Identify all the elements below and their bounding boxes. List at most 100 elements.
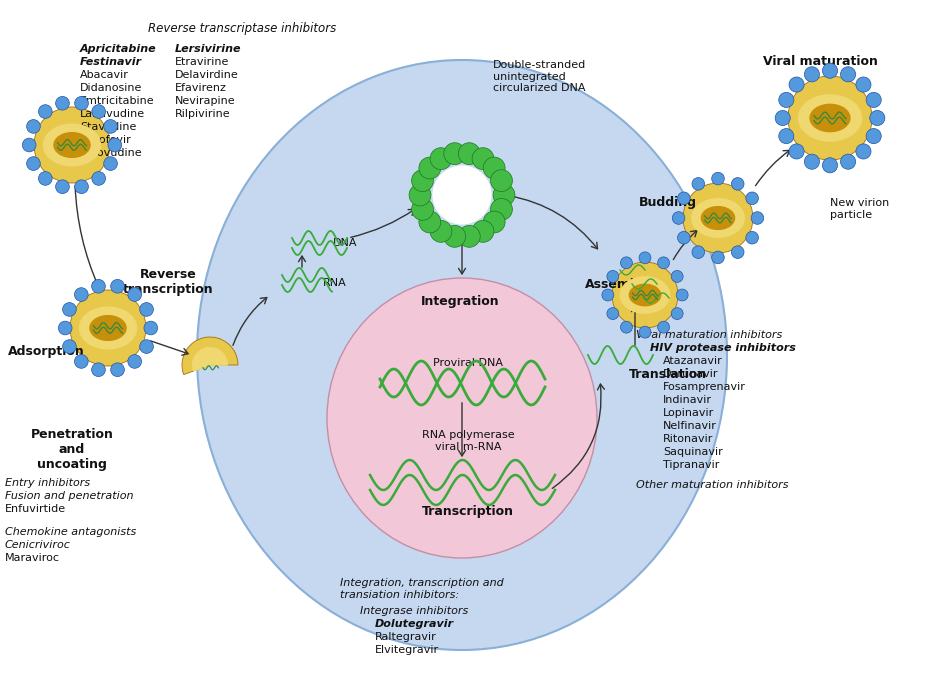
Circle shape bbox=[601, 289, 613, 301]
Circle shape bbox=[472, 147, 493, 170]
Text: Double-stranded
unintegrated
circularized DNA: Double-stranded unintegrated circularize… bbox=[492, 60, 586, 93]
Text: Rilpivirine: Rilpivirine bbox=[175, 109, 230, 119]
Circle shape bbox=[444, 225, 465, 247]
Text: Fosamprenavir: Fosamprenavir bbox=[663, 382, 745, 392]
Text: Adsorption: Adsorption bbox=[8, 345, 84, 358]
Circle shape bbox=[731, 178, 743, 190]
Circle shape bbox=[692, 178, 704, 190]
Text: HIV protease inhibitors: HIV protease inhibitors bbox=[650, 343, 795, 353]
Ellipse shape bbox=[43, 124, 100, 166]
Circle shape bbox=[63, 303, 76, 316]
Text: Transcription: Transcription bbox=[421, 505, 514, 518]
Text: Reverse
transcription: Reverse transcription bbox=[123, 268, 213, 296]
Circle shape bbox=[458, 225, 480, 247]
Ellipse shape bbox=[327, 278, 596, 558]
Wedge shape bbox=[193, 348, 227, 371]
Text: Viral maturation: Viral maturation bbox=[762, 55, 876, 68]
Circle shape bbox=[104, 157, 117, 170]
Text: Penetration
and
uncoating: Penetration and uncoating bbox=[31, 428, 113, 471]
Circle shape bbox=[411, 170, 433, 192]
Text: Tipranavir: Tipranavir bbox=[663, 460, 719, 470]
Text: Budding: Budding bbox=[638, 196, 696, 209]
Circle shape bbox=[657, 321, 669, 333]
Circle shape bbox=[74, 287, 88, 302]
Circle shape bbox=[620, 257, 632, 269]
Text: Festinavir: Festinavir bbox=[80, 57, 142, 67]
Text: Integration: Integration bbox=[420, 295, 499, 308]
Circle shape bbox=[430, 147, 451, 170]
Circle shape bbox=[430, 221, 451, 242]
Circle shape bbox=[34, 107, 110, 183]
Text: Entry inhibitors: Entry inhibitors bbox=[5, 478, 90, 488]
Circle shape bbox=[676, 289, 687, 301]
Text: Chemokine antagonists: Chemokine antagonists bbox=[5, 527, 136, 537]
Circle shape bbox=[670, 308, 682, 320]
Text: RNA polymerase
viral m-RNA: RNA polymerase viral m-RNA bbox=[421, 430, 514, 452]
Circle shape bbox=[774, 110, 789, 126]
Circle shape bbox=[92, 363, 105, 377]
Circle shape bbox=[110, 279, 124, 293]
Circle shape bbox=[822, 63, 837, 78]
Circle shape bbox=[92, 105, 106, 118]
Text: Reverse transcriptase inhibitors: Reverse transcriptase inhibitors bbox=[148, 22, 336, 35]
Circle shape bbox=[778, 92, 793, 108]
Circle shape bbox=[458, 143, 480, 165]
Circle shape bbox=[58, 321, 72, 335]
Circle shape bbox=[692, 246, 704, 258]
Circle shape bbox=[745, 232, 757, 244]
Ellipse shape bbox=[629, 284, 660, 306]
Text: Translation: Translation bbox=[628, 368, 707, 381]
Circle shape bbox=[108, 138, 122, 152]
Text: Stavudine: Stavudine bbox=[80, 122, 137, 132]
Text: Ritonavir: Ritonavir bbox=[663, 434, 712, 444]
Circle shape bbox=[490, 199, 512, 220]
Circle shape bbox=[418, 211, 440, 233]
Circle shape bbox=[865, 129, 881, 143]
Text: Darunavir: Darunavir bbox=[663, 369, 718, 379]
Circle shape bbox=[611, 262, 678, 328]
Circle shape bbox=[75, 96, 88, 110]
Circle shape bbox=[682, 183, 753, 253]
Circle shape bbox=[670, 271, 682, 283]
Circle shape bbox=[444, 143, 465, 165]
Circle shape bbox=[74, 355, 88, 368]
Text: Enfuvirtide: Enfuvirtide bbox=[5, 504, 66, 514]
Circle shape bbox=[620, 321, 632, 333]
Text: Etravirine: Etravirine bbox=[175, 57, 229, 67]
Text: Cenicriviroc: Cenicriviroc bbox=[5, 540, 71, 550]
Text: Assembly: Assembly bbox=[584, 278, 651, 291]
Circle shape bbox=[38, 172, 52, 185]
Circle shape bbox=[840, 154, 855, 169]
Text: Lersivirine: Lersivirine bbox=[175, 44, 241, 54]
Text: Emtricitabine: Emtricitabine bbox=[80, 96, 154, 106]
Circle shape bbox=[638, 326, 651, 338]
Circle shape bbox=[677, 192, 690, 205]
Circle shape bbox=[144, 321, 157, 335]
Text: Lamivudine: Lamivudine bbox=[80, 109, 145, 119]
Ellipse shape bbox=[810, 104, 849, 132]
Circle shape bbox=[711, 251, 724, 264]
Circle shape bbox=[409, 184, 431, 206]
Circle shape bbox=[127, 355, 141, 368]
Circle shape bbox=[745, 192, 757, 205]
Circle shape bbox=[778, 129, 793, 143]
Text: Nevirapine: Nevirapine bbox=[175, 96, 235, 106]
Circle shape bbox=[92, 279, 105, 293]
Circle shape bbox=[55, 96, 69, 110]
Text: Zidovudine: Zidovudine bbox=[80, 148, 142, 158]
Circle shape bbox=[139, 303, 154, 316]
Text: Indinavir: Indinavir bbox=[663, 395, 711, 405]
Circle shape bbox=[492, 184, 515, 206]
Circle shape bbox=[803, 67, 819, 82]
Circle shape bbox=[788, 144, 803, 159]
Ellipse shape bbox=[691, 199, 743, 238]
Circle shape bbox=[75, 180, 88, 194]
Circle shape bbox=[104, 120, 117, 133]
Circle shape bbox=[490, 170, 512, 192]
Text: Delavirdine: Delavirdine bbox=[175, 70, 239, 80]
Circle shape bbox=[127, 287, 141, 302]
Circle shape bbox=[472, 221, 493, 242]
Circle shape bbox=[110, 363, 124, 377]
Text: Proviral DNA: Proviral DNA bbox=[432, 358, 503, 368]
Circle shape bbox=[638, 252, 651, 264]
